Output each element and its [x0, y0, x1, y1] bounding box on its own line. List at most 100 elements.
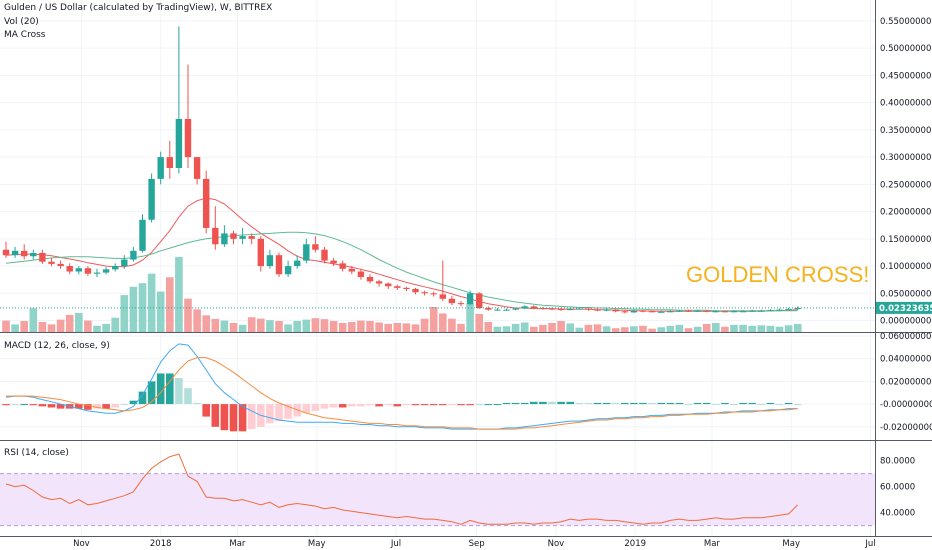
signal-line — [6, 357, 798, 430]
time-axis-label: Jul — [864, 539, 875, 549]
macd-histogram-bar — [575, 402, 584, 405]
volume-bar — [493, 326, 502, 332]
candle-body — [412, 288, 419, 293]
macd-histogram-bar — [138, 391, 147, 405]
candle-body — [48, 261, 55, 264]
grid — [0, 0, 875, 536]
candle-body — [2, 249, 10, 256]
time-axis-label: Mar — [704, 539, 721, 549]
candle-body — [21, 250, 28, 257]
candle-body — [667, 311, 674, 313]
candle-body — [421, 292, 428, 294]
candle-body — [548, 308, 556, 310]
volume-bar — [657, 327, 665, 332]
macd-histogram-bar — [29, 404, 38, 406]
candle-body — [503, 309, 510, 311]
volume-bar — [630, 326, 638, 332]
macd-histogram-bar — [548, 401, 556, 405]
volume-bar — [775, 326, 784, 332]
volume-bar — [375, 322, 383, 332]
volume-bar — [784, 325, 793, 332]
macd-axis-label: 0.06000000 — [880, 332, 931, 342]
volume-bar — [466, 303, 474, 332]
candle-body — [11, 250, 19, 256]
candle-body — [685, 310, 692, 312]
macd-histogram-bar — [75, 404, 83, 409]
candle-body — [576, 308, 583, 310]
volume-bar — [247, 317, 256, 332]
macd-histogram-bar — [384, 404, 392, 406]
macd-histogram-bar — [11, 404, 19, 406]
macd-histogram-bar — [639, 402, 647, 405]
candle-body — [585, 308, 592, 310]
macd-histogram-bar — [311, 404, 320, 411]
volume-bar — [202, 315, 210, 332]
macd-histogram-bar — [2, 404, 10, 406]
macd-histogram-bar — [648, 402, 656, 405]
volume-bar — [666, 325, 675, 332]
macd-histogram-bar — [56, 404, 65, 409]
candle-body — [776, 309, 783, 311]
candle-body — [93, 272, 101, 274]
volume-bar — [65, 314, 74, 332]
volume-bar — [648, 328, 656, 332]
volume-bar — [257, 318, 265, 332]
macd-histogram-bar — [20, 404, 28, 406]
volume-bar — [457, 323, 465, 332]
macd-histogram-bar — [393, 404, 402, 407]
golden-cross-annotation: GOLDEN CROSS! — [686, 262, 869, 287]
volume-bar — [47, 324, 56, 332]
candle-body — [466, 293, 474, 305]
volume-bar — [302, 319, 311, 332]
volume-bar — [29, 308, 38, 332]
volume-bar — [611, 328, 620, 332]
legend-macd[interactable]: MACD (12, 26, close, 9) — [4, 341, 110, 351]
volume-bar — [147, 273, 156, 332]
volume-bar — [721, 326, 729, 332]
volume-bar — [11, 324, 19, 332]
macd-histogram-bar — [702, 402, 711, 405]
candle-body — [75, 268, 82, 272]
volume-bar — [557, 321, 565, 332]
volume-bar — [593, 324, 602, 332]
legend-volume[interactable]: Vol (20) — [4, 17, 39, 27]
candle-body — [512, 308, 519, 310]
candle-body — [375, 281, 383, 284]
volume-bar — [575, 327, 584, 332]
candle-body — [30, 252, 37, 257]
volume-bar — [702, 323, 711, 332]
macd-histogram-bar — [284, 404, 292, 419]
candle-body — [758, 310, 765, 312]
candle-body — [294, 260, 301, 267]
time-axis-label: Nov — [548, 539, 565, 549]
macd-histogram-bar — [275, 404, 283, 422]
macd-histogram-bar — [320, 404, 329, 409]
candle-body — [457, 303, 465, 305]
macd-histogram-bar — [120, 404, 129, 406]
candlestick-series[interactable] — [2, 26, 801, 314]
candle-body — [312, 244, 319, 250]
volume-bar — [220, 320, 229, 332]
volume-bar — [75, 312, 83, 332]
macd-histogram-bar — [202, 404, 210, 417]
volume-bar — [93, 325, 101, 332]
price-axis-label: 0.55000000 — [880, 17, 931, 27]
candle-body — [567, 309, 574, 311]
legend-rsi[interactable]: RSI (14, close) — [4, 448, 69, 458]
price-axis-label: 0.00000000 — [880, 317, 931, 327]
candle-body — [658, 311, 665, 313]
candle-body — [648, 311, 656, 313]
legend-ma-cross[interactable]: MA Cross — [4, 30, 46, 40]
legend-main-title[interactable]: Gulden / US Dollar (calculated by Tradin… — [4, 3, 273, 13]
volume-bar — [675, 324, 684, 332]
macd-histogram-bar — [748, 402, 756, 405]
macd-histogram-bar — [439, 404, 447, 406]
volume-bar — [38, 322, 47, 332]
macd-histogram-bar — [84, 404, 92, 410]
candle-body — [494, 309, 501, 311]
candle-body — [712, 311, 719, 313]
candle-body — [184, 118, 192, 158]
candle-body — [112, 266, 119, 270]
macd-histogram-bar — [611, 402, 620, 405]
